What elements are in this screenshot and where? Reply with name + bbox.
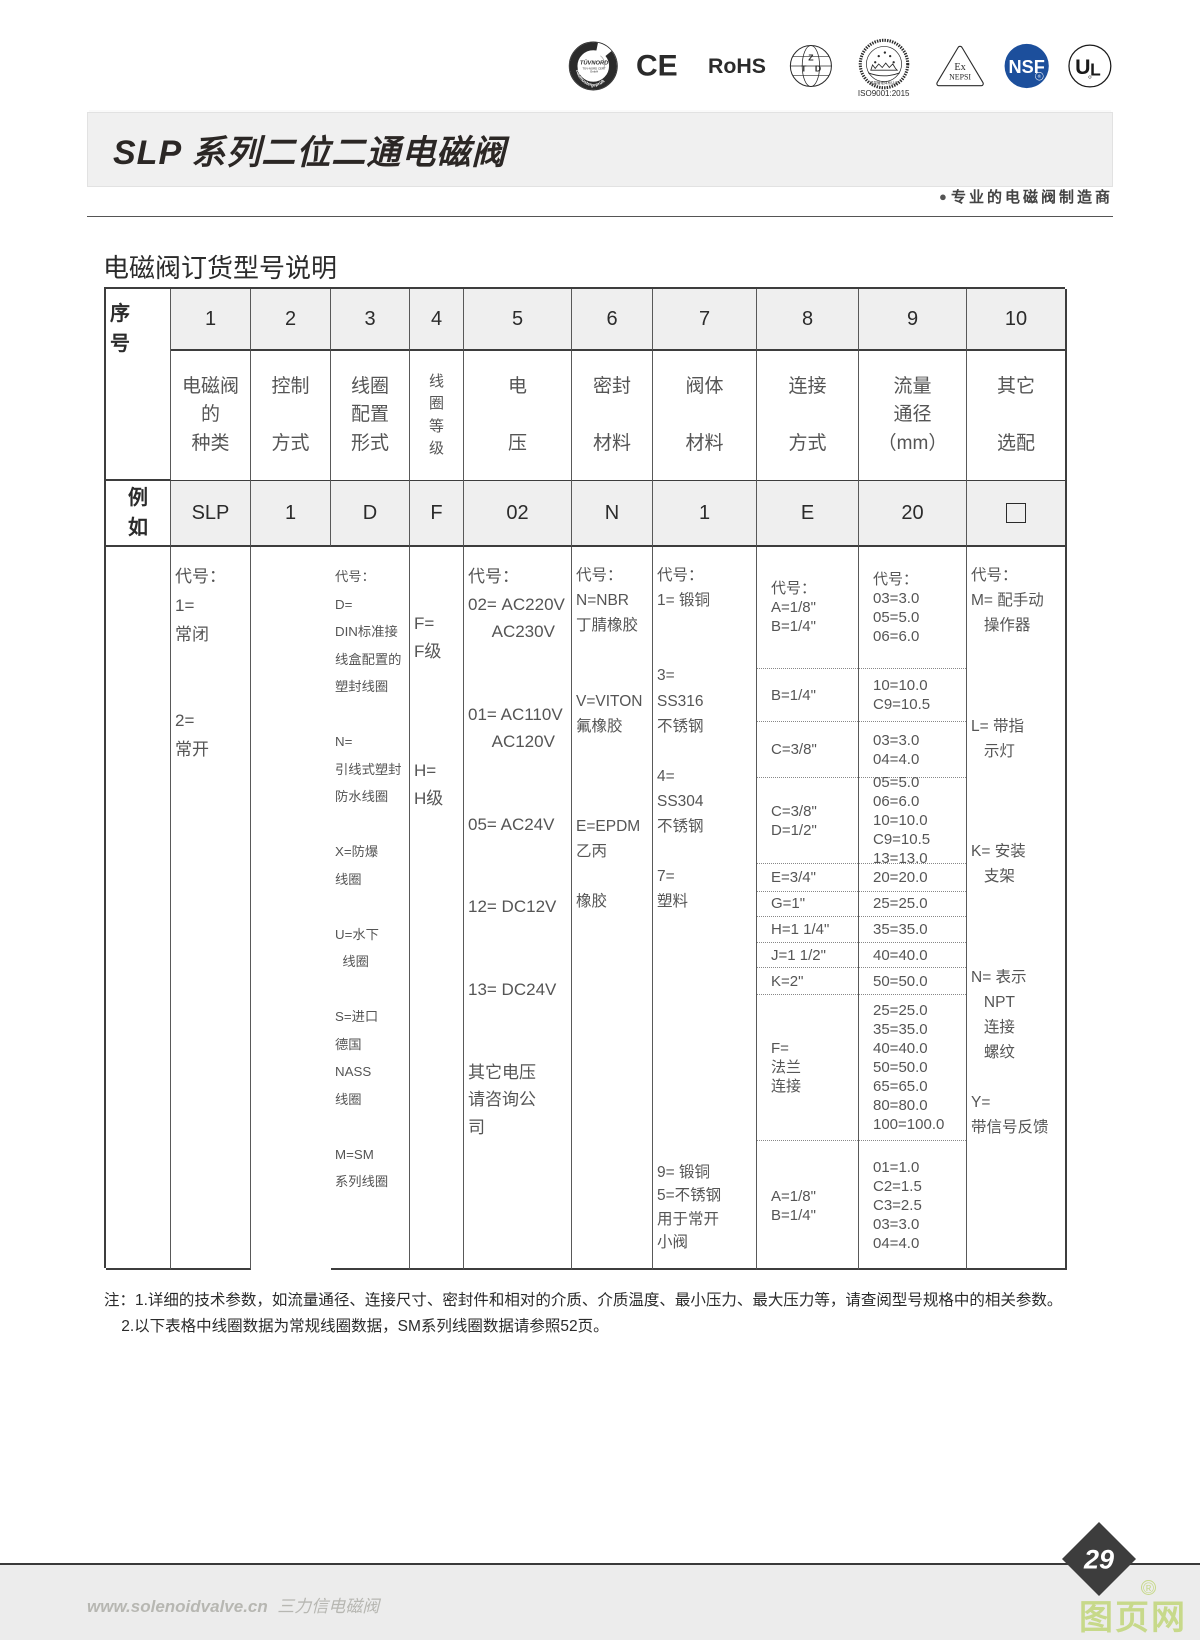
svg-text:Ex: Ex: [954, 62, 965, 73]
svg-text:RoHS: RoHS: [708, 54, 766, 78]
svg-text:Z: Z: [808, 52, 814, 62]
svg-text:质量管理体系认证: 质量管理体系认证: [870, 80, 898, 85]
svg-text:GmbH: GmbH: [590, 69, 598, 73]
svg-text:L: L: [1090, 59, 1101, 79]
svg-text:T: T: [801, 64, 807, 74]
svg-text:CE: CE: [636, 49, 678, 82]
svg-text:D: D: [815, 64, 821, 74]
svg-text:NEPSI: NEPSI: [949, 72, 971, 81]
svg-text:U: U: [1075, 55, 1090, 79]
svg-text:29: 29: [1083, 1545, 1114, 1575]
